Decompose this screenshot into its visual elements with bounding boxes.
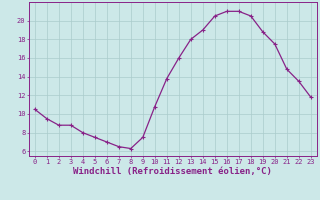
X-axis label: Windchill (Refroidissement éolien,°C): Windchill (Refroidissement éolien,°C) (73, 167, 272, 176)
